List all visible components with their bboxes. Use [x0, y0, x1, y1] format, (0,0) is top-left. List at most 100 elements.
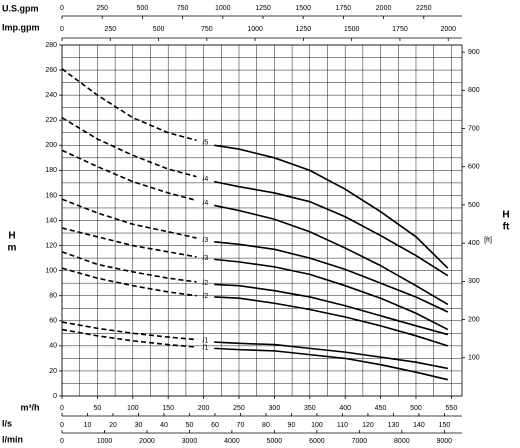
y-tick-label: 200: [45, 142, 57, 149]
secondary-tick-label: 50: [186, 422, 194, 429]
secondary-tick-label: 0: [60, 26, 64, 33]
y-tick-label: 120: [45, 242, 57, 249]
secondary-tick-label: 140: [413, 422, 425, 429]
pump-curve: [214, 241, 449, 313]
x-tick-label: 550: [446, 405, 458, 412]
secondary-tick-label: 60: [211, 422, 219, 429]
curve-label: /3: [202, 255, 208, 262]
y2-tick-label: 400: [468, 240, 480, 247]
secondary-tick-label: 9000: [437, 438, 453, 445]
secondary-tick-label: 10: [84, 422, 92, 429]
x-tick-label: 450: [375, 405, 387, 412]
secondary-tick-label: 1000: [215, 5, 231, 12]
y2-tick-label: 900: [468, 49, 480, 56]
secondary-tick-label: 2250: [416, 5, 432, 12]
x-tick-label: 250: [233, 405, 245, 412]
y2-tick-label: 700: [468, 125, 480, 132]
y-tick-label: 0: [53, 393, 57, 400]
pump-curve: [61, 149, 197, 202]
secondary-tick-label: 2000: [440, 26, 456, 33]
y-tick-label: 40: [49, 343, 57, 350]
secondary-tick-label: 4000: [224, 438, 240, 445]
secondary-tick-label: 3000: [182, 438, 198, 445]
secondary-tick-label: 1250: [255, 5, 271, 12]
y-tick-label: 180: [45, 167, 57, 174]
secondary-tick-label: 90: [288, 422, 296, 429]
secondary-tick-label: 1000: [97, 438, 113, 445]
y-tick-label: 160: [45, 192, 57, 199]
curve-label: /1: [202, 345, 208, 352]
secondary-tick-label: 7000: [352, 438, 368, 445]
y-tick-label: 140: [45, 217, 57, 224]
y2-axis-label: ft: [503, 222, 510, 233]
y-tick-label: 60: [49, 318, 57, 325]
secondary-tick-label: 500: [153, 26, 165, 33]
secondary-tick-label: 1500: [344, 26, 360, 33]
curve-label: /1: [202, 338, 208, 345]
x-tick-label: 0: [60, 405, 64, 412]
y-axis-label: H: [8, 231, 15, 242]
secondary-tick-label: 500: [137, 5, 149, 12]
y2-tick-label: 200: [468, 316, 480, 323]
secondary-tick-label: 70: [237, 422, 245, 429]
secondary-tick-label: 1750: [336, 5, 352, 12]
x-tick-label: 150: [162, 405, 174, 412]
y2-tick-label: 600: [468, 164, 480, 171]
secondary-axis-title: U.S.gpm: [2, 3, 39, 13]
secondary-tick-label: 110: [337, 422, 348, 429]
secondary-tick-label: 8000: [394, 438, 410, 445]
secondary-tick-label: 30: [135, 422, 143, 429]
secondary-axis-title: l/s: [2, 418, 12, 428]
y2-unit: [ft]: [484, 237, 492, 244]
pump-curve: [214, 258, 449, 331]
x-tick-label: 350: [304, 405, 316, 412]
curve-label: /4: [202, 176, 208, 183]
pump-curve: [61, 321, 197, 341]
secondary-tick-label: 1500: [295, 5, 311, 12]
secondary-tick-label: 20: [109, 422, 117, 429]
pump-curve: [61, 227, 197, 258]
curve-label: /3: [202, 237, 208, 244]
x-tick-label: 500: [410, 405, 422, 412]
secondary-tick-label: 6000: [309, 438, 325, 445]
pump-curve: [61, 328, 197, 348]
y2-tick-label: 300: [468, 278, 480, 285]
secondary-tick-label: 1750: [392, 26, 408, 33]
pump-curve: [214, 283, 449, 336]
pump-curve: [214, 204, 449, 306]
secondary-tick-label: 0: [60, 5, 64, 12]
curve-label: /5: [202, 140, 208, 147]
secondary-tick-label: 40: [160, 422, 168, 429]
pump-curve: [61, 68, 197, 142]
secondary-tick-label: 100: [311, 422, 323, 429]
y-tick-label: 260: [45, 67, 57, 74]
y2-axis-label: H: [502, 210, 509, 221]
secondary-tick-label: 80: [262, 422, 270, 429]
y2-tick-label: 100: [468, 355, 480, 362]
x-tick-label: 200: [198, 405, 210, 412]
y-axis-label: m: [8, 243, 17, 254]
secondary-tick-label: 250: [104, 26, 116, 33]
x-tick-label: 400: [339, 405, 351, 412]
secondary-tick-label: 750: [201, 26, 213, 33]
pump-curve: [61, 267, 197, 297]
y-tick-label: 240: [45, 92, 57, 99]
secondary-axis-title: Imp.gpm: [2, 22, 40, 32]
secondary-tick-label: 5000: [267, 438, 283, 445]
curve-label: /2: [202, 280, 208, 287]
secondary-tick-label: 0: [60, 422, 64, 429]
y2-tick-label: 500: [468, 202, 480, 209]
y-tick-label: 80: [49, 293, 57, 300]
secondary-tick-label: 250: [96, 5, 108, 12]
pump-curve: [61, 198, 197, 239]
pump-curve: [214, 347, 449, 381]
secondary-tick-label: 1000: [247, 26, 263, 33]
secondary-tick-label: 750: [177, 5, 189, 12]
secondary-axis-title: l/min: [2, 434, 23, 444]
pump-curve: [214, 180, 449, 277]
pump-curve: [61, 117, 197, 178]
secondary-tick-label: 120: [362, 422, 374, 429]
x-axis-label: m³/h: [21, 402, 40, 412]
